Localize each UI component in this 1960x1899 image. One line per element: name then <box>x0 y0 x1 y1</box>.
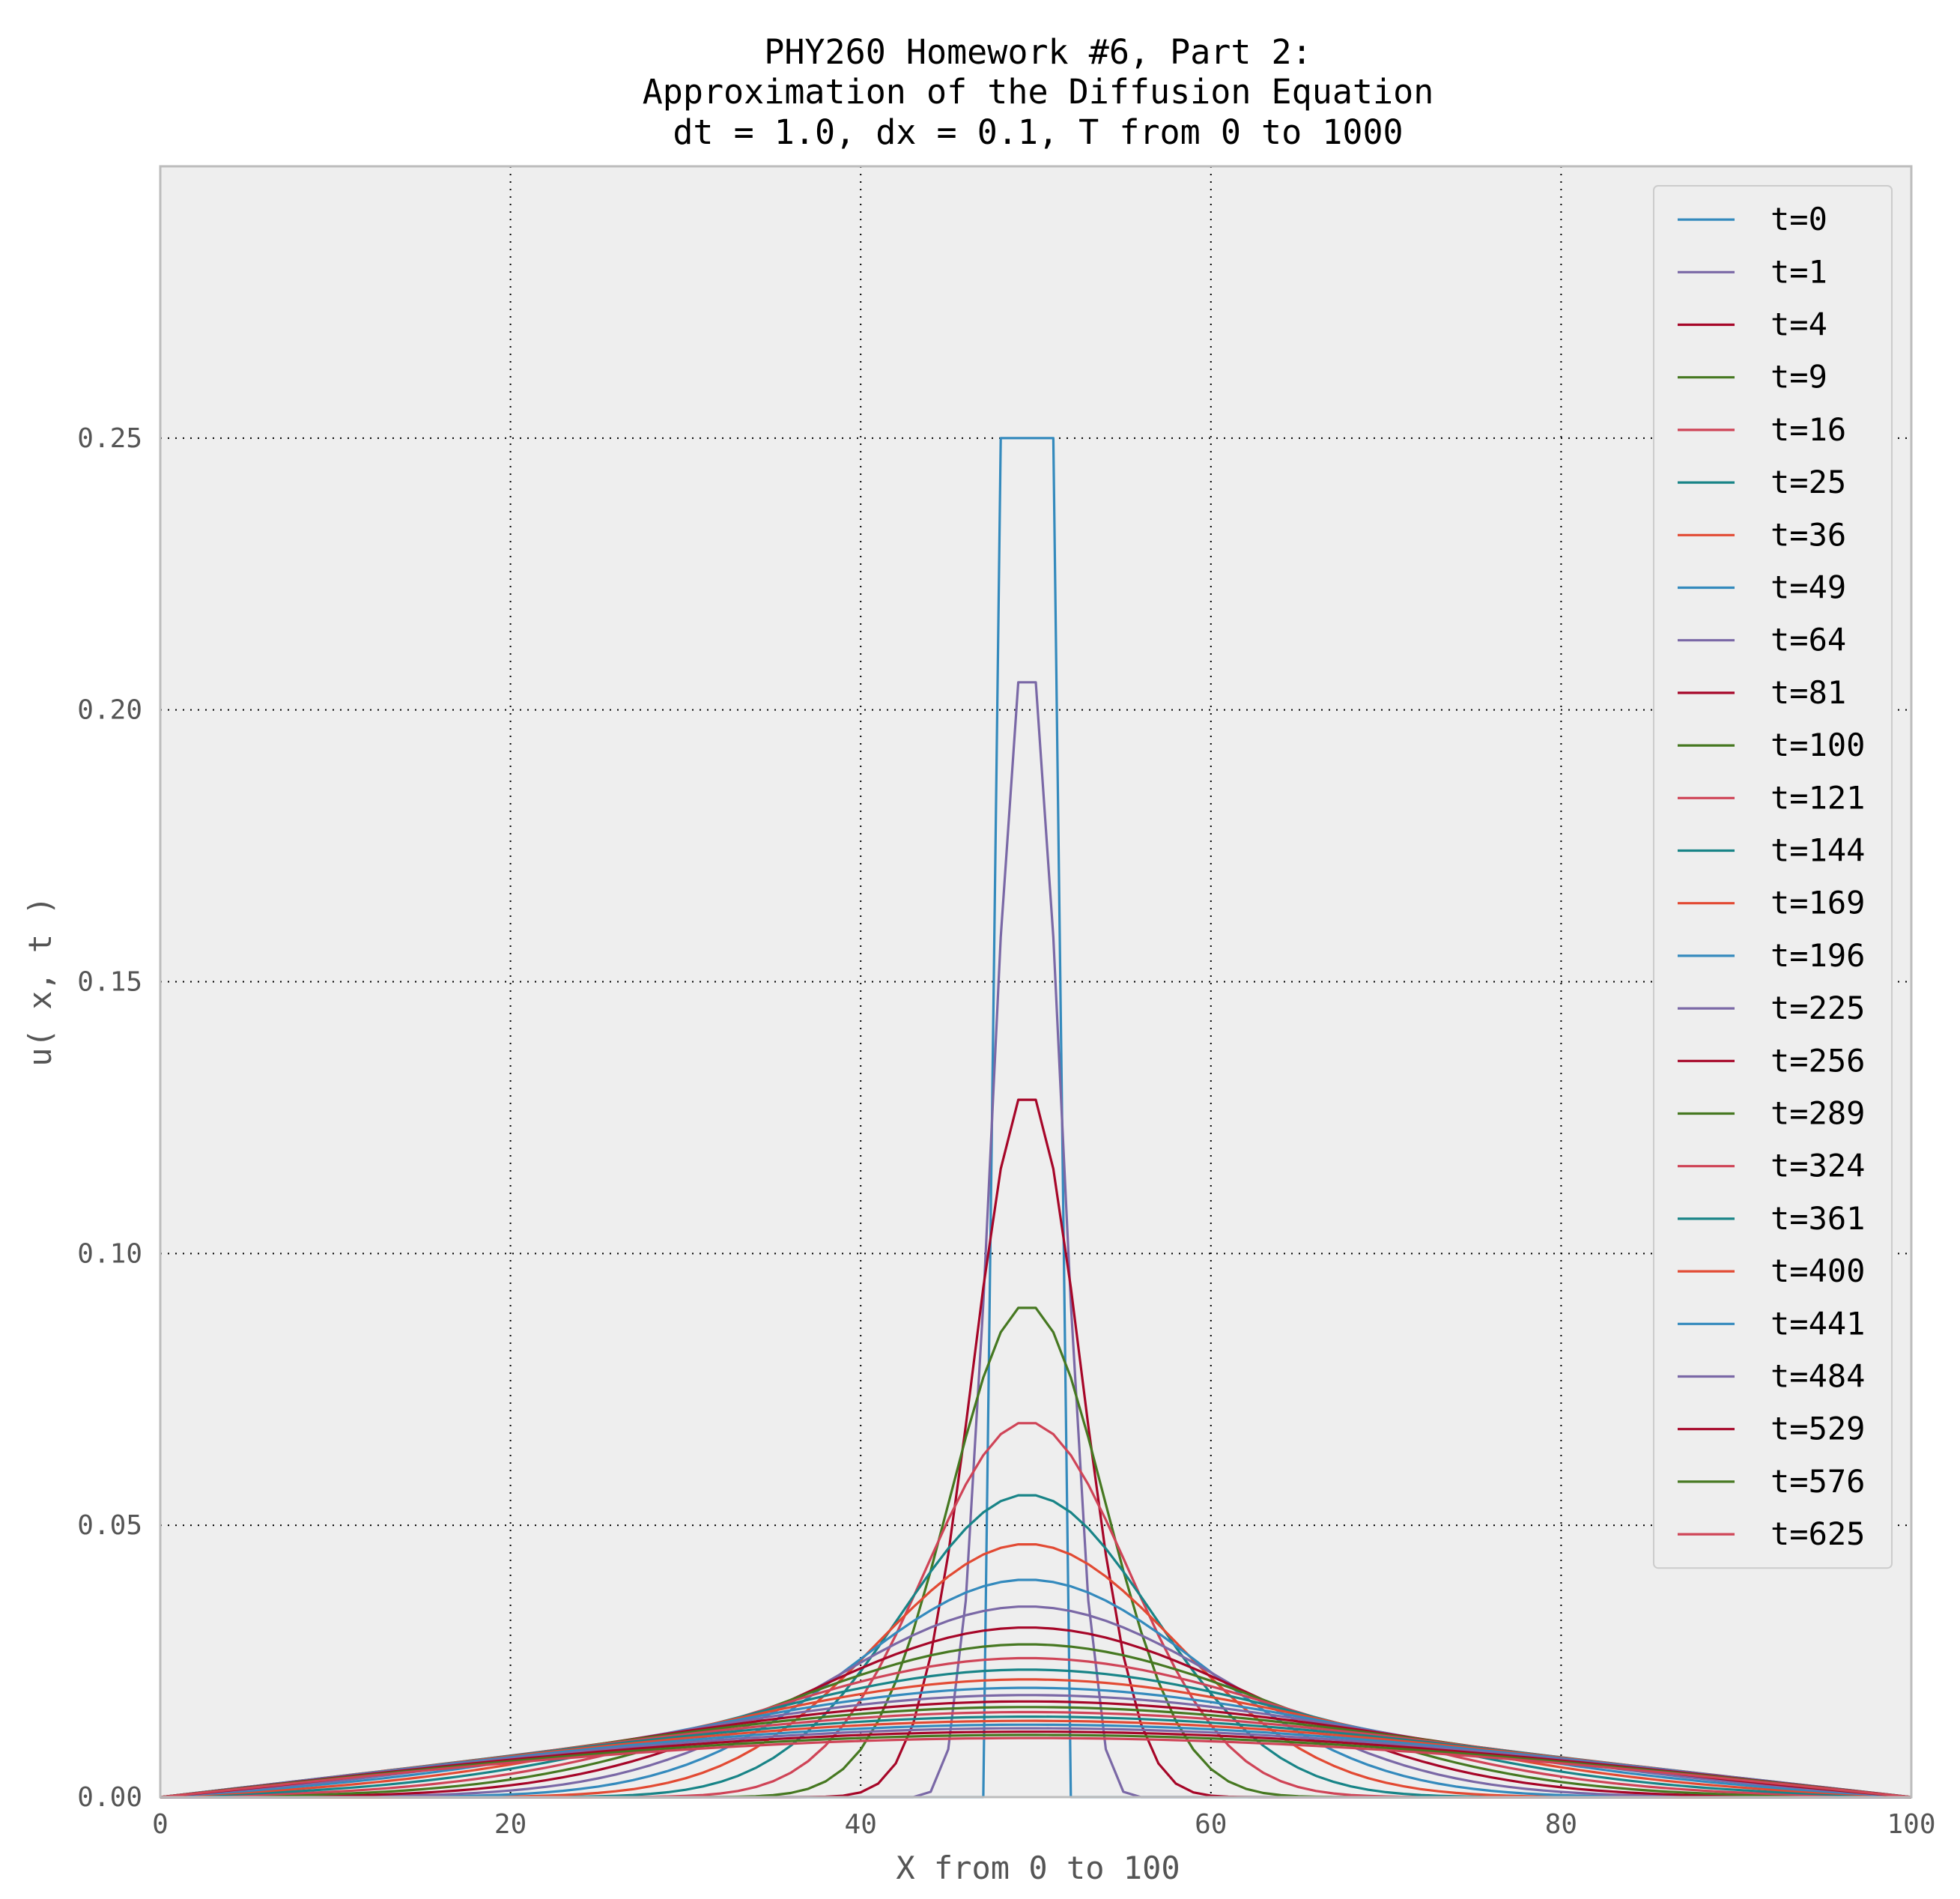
x-tick-label: 20 <box>494 1809 527 1840</box>
legend-label: t=4 <box>1771 306 1827 343</box>
series-line-t625 <box>160 1736 1912 1799</box>
legend-label: t=256 <box>1771 1042 1865 1079</box>
legend-label: t=625 <box>1771 1515 1865 1552</box>
x-tick-label: 80 <box>1545 1809 1577 1840</box>
legend-label: t=16 <box>1771 411 1846 448</box>
legend-label: t=289 <box>1771 1095 1865 1132</box>
x-axis-label: X from 0 to 100 <box>896 1850 1180 1886</box>
legend-label: t=169 <box>1771 885 1865 921</box>
legend-label: t=0 <box>1771 201 1827 237</box>
y-tick-label: 0.20 <box>77 695 142 726</box>
legend-label: t=576 <box>1771 1463 1865 1500</box>
y-tick-label: 0.05 <box>77 1510 142 1541</box>
x-tick-label: 40 <box>845 1809 877 1840</box>
legend-label: t=121 <box>1771 779 1865 816</box>
legend-label: t=196 <box>1771 937 1865 974</box>
title-line-1: PHY260 Homework #6, Part 2: <box>764 32 1312 72</box>
legend-label: t=25 <box>1771 464 1846 500</box>
legend-label: t=36 <box>1771 516 1846 553</box>
legend: t=0 t=1 t=4 t=9 t=16 t=25 t=36 t=49 t=64 t=81 t=10… <box>1653 185 1893 1569</box>
series-line-t196 <box>160 1686 1912 1799</box>
series-line-t81 <box>160 1626 1912 1799</box>
y-tick-label: 0.15 <box>77 967 142 998</box>
chart-title: PHY260 Homework #6, Part 2: Approximatio… <box>643 32 1434 152</box>
x-tick-label: 100 <box>1887 1809 1935 1840</box>
series-line-t121 <box>160 1656 1912 1799</box>
series-line-t100 <box>160 1643 1912 1799</box>
series-line-t144 <box>160 1668 1912 1799</box>
x-axis-ticks: 0 20 40 60 80 100 <box>152 1809 1935 1840</box>
legend-label: t=49 <box>1771 569 1846 606</box>
legend-label: t=361 <box>1771 1200 1865 1237</box>
legend-label: t=100 <box>1771 727 1865 763</box>
legend-box <box>1653 185 1893 1569</box>
y-tick-label: 0.25 <box>77 423 142 454</box>
y-axis-ticks: 0.00 0.05 0.10 0.15 0.20 0.25 <box>77 423 142 1813</box>
legend-label: t=64 <box>1771 622 1846 658</box>
y-tick-label: 0.10 <box>77 1238 142 1269</box>
legend-label: t=1 <box>1771 253 1827 290</box>
legend-label: t=144 <box>1771 832 1865 869</box>
legend-label: t=225 <box>1771 990 1865 1026</box>
title-line-3: dt = 1.0, dx = 0.1, T from 0 to 1000 <box>673 112 1403 152</box>
legend-label: t=400 <box>1771 1253 1865 1289</box>
legend-label: t=441 <box>1771 1305 1865 1342</box>
x-tick-label: 0 <box>152 1809 169 1840</box>
series-line-t64 <box>160 1605 1911 1799</box>
legend-label: t=9 <box>1771 359 1827 396</box>
title-line-2: Approximation of the Diffusion Equation <box>643 72 1434 112</box>
legend-label: t=484 <box>1771 1358 1865 1395</box>
y-axis-label: u( x, t ) <box>22 896 58 1067</box>
series-line-t169 <box>160 1678 1912 1799</box>
y-tick-label: 0.00 <box>77 1782 142 1813</box>
plot-frame <box>159 165 1913 1799</box>
legend-label: t=81 <box>1771 674 1846 711</box>
legend-label: t=529 <box>1771 1411 1865 1447</box>
x-tick-label: 60 <box>1195 1809 1227 1840</box>
legend-label: t=324 <box>1771 1148 1865 1184</box>
